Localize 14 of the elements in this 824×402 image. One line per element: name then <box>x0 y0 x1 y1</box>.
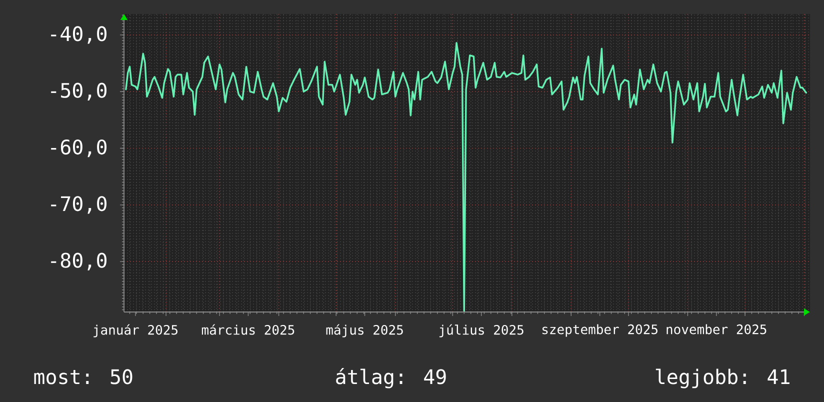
text: most: 50 <box>34 369 132 384</box>
y-tick-label: -50,0 <box>51 82 106 100</box>
x-tick-label: november 2025 <box>666 324 766 334</box>
text: átlag: 49 <box>336 368 446 388</box>
x-tick-label: március 2025 <box>202 324 294 335</box>
y-tick-label: -40,0 <box>51 26 106 44</box>
x-tick-label: január 2025 <box>94 324 178 338</box>
x-tick-label: július 2025 <box>439 324 524 338</box>
text: legjobb: 41 <box>656 368 790 388</box>
y-tick-label: -80,0 <box>51 252 106 270</box>
y-tick-label: -70,0 <box>51 196 106 214</box>
y-tick-label: -60,0 <box>51 139 106 158</box>
x-tick-label: május 2025 <box>326 324 403 338</box>
x-tick-label: szeptember 2025 <box>542 324 658 337</box>
